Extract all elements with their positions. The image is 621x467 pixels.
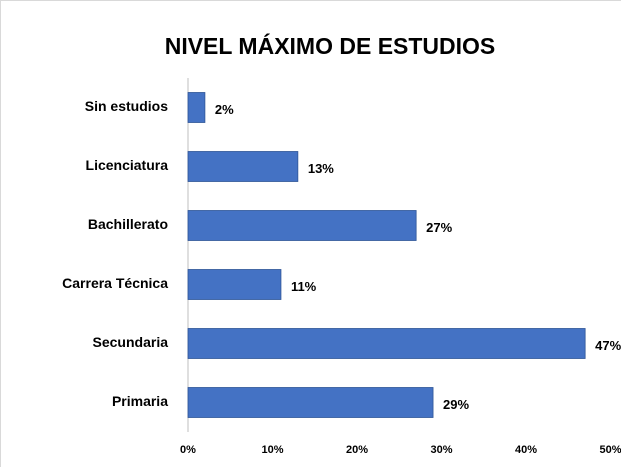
bar xyxy=(187,387,434,418)
y-tick-label: Sin estudios xyxy=(85,98,168,114)
data-label: 29% xyxy=(443,397,469,412)
x-tick-label: 50% xyxy=(599,444,621,456)
bar xyxy=(187,328,586,359)
data-label: 13% xyxy=(308,161,334,176)
x-tick-label: 40% xyxy=(515,444,537,456)
bar xyxy=(187,151,299,182)
y-tick-label: Carrera Técnica xyxy=(62,275,168,291)
bar xyxy=(187,269,282,300)
x-tick-label: 20% xyxy=(346,444,368,456)
bar xyxy=(187,92,206,123)
y-tick-label: Bachillerato xyxy=(88,216,168,232)
x-tick-label: 30% xyxy=(430,444,452,456)
x-tick-label: 0% xyxy=(180,444,196,456)
y-tick-label: Secundaria xyxy=(93,334,169,350)
data-label: 2% xyxy=(215,102,234,117)
y-tick-label: Primaria xyxy=(112,393,168,409)
data-label: 27% xyxy=(426,220,452,235)
bar xyxy=(187,210,417,241)
data-label: 47% xyxy=(595,338,621,353)
x-tick-label: 10% xyxy=(261,444,283,456)
y-tick-label: Licenciatura xyxy=(86,157,169,173)
data-label: 11% xyxy=(291,279,317,294)
chart-title: NIVEL MÁXIMO DE ESTUDIOS xyxy=(165,32,496,59)
